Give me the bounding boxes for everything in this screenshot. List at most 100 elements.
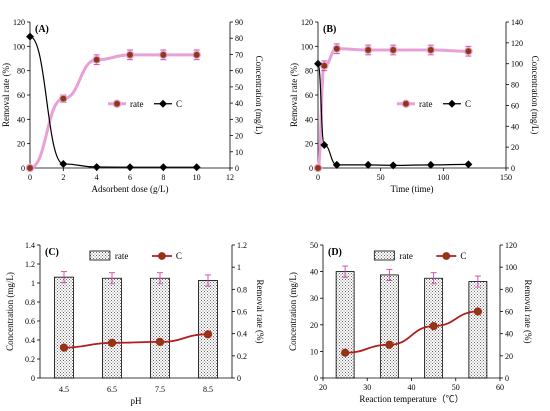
rate-point bbox=[313, 163, 323, 173]
left-tick-label: 0 bbox=[31, 374, 35, 383]
x-tick-label: 4.5 bbox=[59, 385, 69, 394]
rate-point bbox=[363, 45, 373, 55]
right-axis-title: Removal rate (%) bbox=[255, 280, 265, 344]
right-tick-label: 50 bbox=[235, 83, 243, 92]
left-tick-label: 40 bbox=[305, 115, 313, 124]
rate-bar bbox=[102, 277, 122, 379]
x-tick-label: 6.5 bbox=[107, 385, 117, 394]
right-tick-label: 0 bbox=[237, 374, 241, 383]
x-tick-label: 4 bbox=[95, 173, 99, 182]
left-tick-label: 0.6 bbox=[25, 317, 35, 326]
right-tick-label: 40 bbox=[235, 99, 243, 108]
right-tick-label: 0 bbox=[505, 374, 509, 383]
c-point bbox=[389, 161, 398, 170]
left-axis-title: Removal rate (%) bbox=[1, 63, 11, 127]
right-tick-label: 20 bbox=[235, 132, 243, 141]
c-point bbox=[126, 163, 134, 172]
x-tick-label: 100 bbox=[437, 173, 449, 182]
c-point bbox=[473, 307, 482, 316]
right-tick-label: 60 bbox=[235, 67, 243, 76]
rate-point bbox=[125, 50, 135, 60]
legend-c-marker bbox=[448, 99, 456, 108]
legend-c-marker bbox=[159, 99, 167, 108]
legend: rate C bbox=[373, 250, 466, 261]
legend-rate-swatch bbox=[89, 250, 111, 261]
right-tick-label: 0.4 bbox=[237, 330, 247, 339]
x-tick-label: 0 bbox=[316, 173, 320, 182]
c-point bbox=[385, 340, 394, 349]
left-tick-label: 10 bbox=[310, 347, 318, 356]
c-point bbox=[59, 343, 69, 352]
c-point bbox=[203, 330, 213, 339]
c-point bbox=[26, 32, 34, 41]
c-point bbox=[159, 163, 168, 172]
c-series-line bbox=[63, 333, 209, 349]
right-tick-label: 30 bbox=[235, 115, 243, 124]
right-tick-label: 0 bbox=[511, 164, 515, 173]
left-axis-title: Concentration (mg/L) bbox=[5, 272, 15, 351]
panel-b: 0 20 40 60 80 100 120 0 20 40 60 80 100 120 140 0 50 100 1… bbox=[289, 18, 540, 194]
right-tick-label: 20 bbox=[505, 352, 513, 361]
right-tick-label: 70 bbox=[235, 50, 243, 59]
left-tick-label: 20 bbox=[305, 140, 313, 149]
right-tick-label: 0.6 bbox=[237, 308, 247, 317]
left-tick-label: 0 bbox=[21, 164, 25, 173]
rate-point bbox=[426, 45, 435, 55]
legend-rate-label: rate bbox=[399, 251, 413, 261]
legend: rate C bbox=[108, 99, 182, 109]
right-axis-title: Concentration (mg/L) bbox=[254, 56, 264, 135]
x-tick-label: 50 bbox=[377, 173, 385, 182]
c-point bbox=[464, 160, 473, 169]
c-point bbox=[59, 159, 68, 168]
c-series-line bbox=[345, 310, 478, 354]
c-point bbox=[320, 141, 329, 150]
left-tick-label: 120 bbox=[301, 18, 313, 27]
x-tick-label: 12 bbox=[226, 173, 234, 182]
right-tick-label: 1 bbox=[237, 263, 241, 272]
c-point bbox=[426, 160, 435, 169]
right-tick-label: 100 bbox=[505, 263, 517, 272]
right-tick-label: 1.2 bbox=[237, 241, 247, 250]
legend-c-marker bbox=[442, 252, 451, 260]
legend-rate-swatch bbox=[373, 250, 395, 261]
right-tick-label: 40 bbox=[505, 330, 513, 339]
rate-point bbox=[159, 50, 168, 60]
left-tick-label: 80 bbox=[17, 67, 25, 76]
left-tick-label: 1 bbox=[31, 279, 35, 288]
left-tick-label: 60 bbox=[305, 91, 313, 100]
right-axis-title: Concentration (mg/L) bbox=[530, 56, 540, 135]
left-tick-label: 40 bbox=[310, 268, 318, 277]
right-tick-label: 80 bbox=[505, 285, 513, 294]
left-tick-label: 100 bbox=[301, 42, 313, 51]
panel-label: (B) bbox=[323, 24, 336, 35]
c-point bbox=[192, 163, 201, 172]
x-tick-label: 30 bbox=[363, 383, 371, 392]
rate-bar bbox=[335, 271, 355, 379]
left-tick-label: 0.4 bbox=[25, 336, 35, 345]
rate-series-line bbox=[316, 47, 470, 170]
c-point bbox=[429, 322, 438, 331]
x-axis-title: pH bbox=[131, 396, 143, 406]
c-point bbox=[364, 160, 373, 169]
c-point bbox=[341, 348, 350, 357]
legend: rate C bbox=[89, 250, 182, 261]
panel-a: 0 20 40 60 80 100 120 0 10 20 30 40 50 60 70 80 90 0 2 4 6 8 1… bbox=[1, 18, 264, 194]
x-tick-label: 40 bbox=[408, 383, 416, 392]
left-tick-label: 100 bbox=[13, 42, 25, 51]
right-tick-label: 140 bbox=[511, 18, 523, 27]
legend-c-marker bbox=[158, 252, 166, 260]
legend: rate C bbox=[396, 99, 471, 109]
right-tick-label: 120 bbox=[511, 39, 523, 48]
rate-bar bbox=[198, 280, 218, 379]
left-tick-label: 0 bbox=[314, 374, 318, 383]
right-tick-label: 90 bbox=[235, 18, 243, 27]
x-tick-label: 8 bbox=[161, 173, 165, 182]
left-tick-label: 0 bbox=[309, 164, 313, 173]
rate-point bbox=[332, 44, 341, 53]
right-tick-label: 10 bbox=[235, 148, 243, 157]
rate-point bbox=[389, 45, 398, 55]
rate-bar bbox=[150, 277, 170, 379]
rate-bar bbox=[468, 281, 488, 379]
